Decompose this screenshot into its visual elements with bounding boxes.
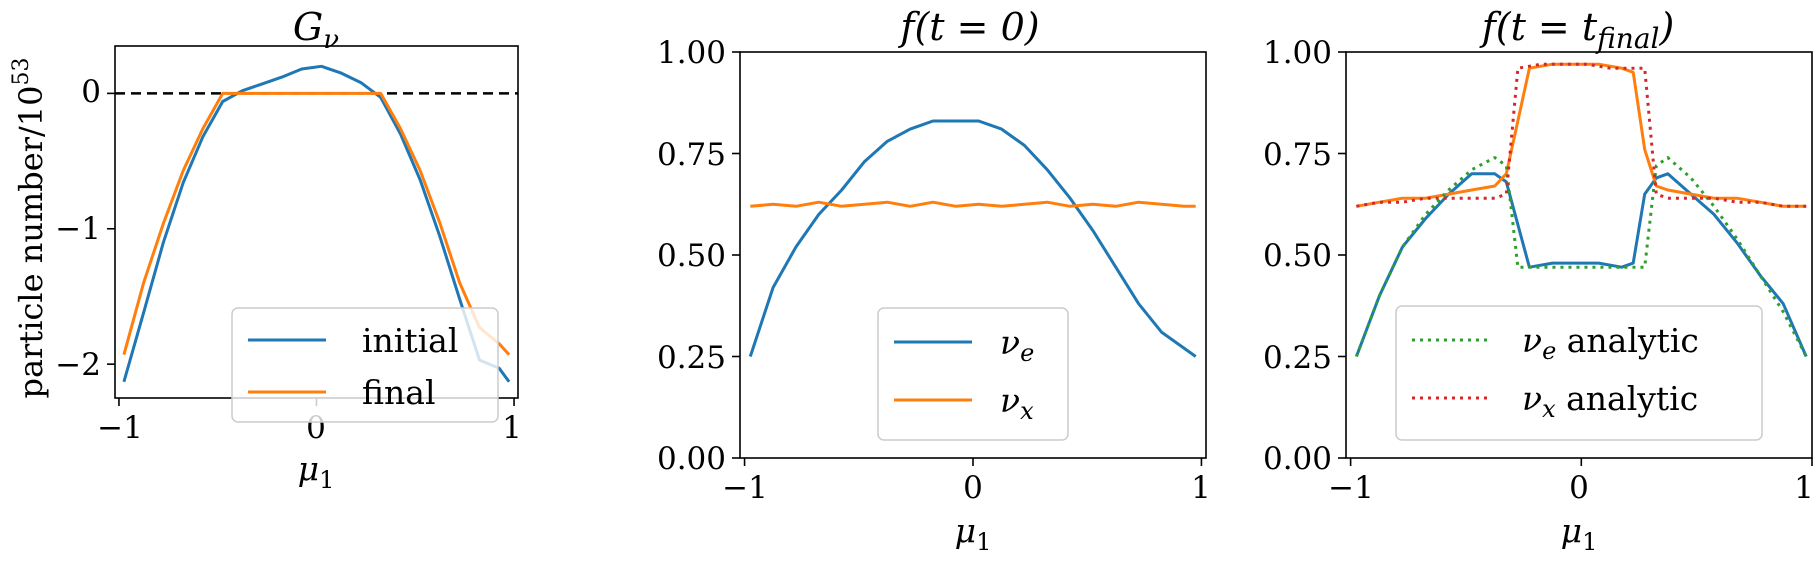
panel-1-legend: initial final xyxy=(231,307,499,423)
panel-f-t0: f(t = 0) −1 0 1 1.00 0.75 0.50 0.25 0.00… xyxy=(657,5,1211,556)
p1-xtick-2: 1 xyxy=(502,410,522,446)
legend-label-final: final xyxy=(362,373,436,412)
p1-xtick-0: −1 xyxy=(97,410,143,446)
p2-ytick-2: 0.50 xyxy=(657,238,726,274)
panel-3-title: f(t = tfinal) xyxy=(1479,5,1675,55)
p3-ytick-2: 0.50 xyxy=(1263,238,1332,274)
p3-series-1-line xyxy=(1356,62,1807,208)
p1-series-0-line xyxy=(122,64,511,383)
p2-ytick-4: 1.00 xyxy=(657,35,726,71)
panel-3-legend: νe analytic νx analytic xyxy=(1395,305,1763,441)
p2-ytick-0: 0.00 xyxy=(657,441,726,477)
legend-label-nu-x-analytic: νx analytic xyxy=(1522,379,1698,423)
panel-2-title: f(t = 0) xyxy=(897,5,1039,49)
panel-3-frame xyxy=(1345,51,1813,459)
p3-series-2-line xyxy=(1354,156,1808,358)
p1-ytick-0: 0 xyxy=(81,74,101,110)
p2-xtick-1: 0 xyxy=(963,470,983,506)
panel-1-xlabel: μ1 xyxy=(298,449,335,494)
panel-2-frame xyxy=(739,51,1207,459)
panel-2-plot-area xyxy=(732,51,1203,466)
panel-1-plot-area xyxy=(107,64,518,406)
panel-2-xlabel: μ1 xyxy=(955,511,992,556)
p1-series-1-line xyxy=(122,91,511,356)
panel-2-legend: νe νx xyxy=(877,307,1069,441)
panel-3-xlabel: μ1 xyxy=(1561,511,1598,556)
legend-box xyxy=(1395,305,1763,441)
p3-ytick-0: 0.00 xyxy=(1263,441,1332,477)
p3-xtick-2: 1 xyxy=(1794,470,1814,506)
p3-xtick-0: −1 xyxy=(1328,470,1374,506)
p3-ytick-1: 0.25 xyxy=(1263,340,1332,376)
panel-3-plot-area xyxy=(1338,51,1813,466)
p3-series-0-line xyxy=(1354,172,1808,358)
p3-xtick-1: 0 xyxy=(1569,470,1589,506)
panel-g-nu: Gν particle number/1053 −1 0 1 0 −1 −2 μ… xyxy=(9,5,522,494)
p1-ytick-1: −1 xyxy=(55,211,101,247)
p2-xtick-0: −1 xyxy=(722,470,768,506)
p2-xtick-2: 1 xyxy=(1191,470,1211,506)
panel-f-tfinal: f(t = tfinal) −1 0 1 1.00 0.75 0.50 0.25… xyxy=(1263,5,1814,556)
legend-label-nu-e: νe xyxy=(1000,323,1034,367)
legend-label-nu-x: νx xyxy=(1000,381,1034,425)
p3-series-3-line xyxy=(1356,62,1807,208)
legend-box xyxy=(877,307,1069,441)
p2-series-0-line xyxy=(748,119,1197,358)
panel-1-title: Gν xyxy=(293,5,339,55)
p3-ytick-4: 1.00 xyxy=(1263,35,1332,71)
p3-ytick-3: 0.75 xyxy=(1263,137,1332,173)
p2-ytick-3: 0.75 xyxy=(657,137,726,173)
panel-1-ylabel: particle number/1053 xyxy=(9,58,50,399)
p2-ytick-1: 0.25 xyxy=(657,340,726,376)
p1-ytick-2: −2 xyxy=(55,347,101,383)
legend-label-initial: initial xyxy=(362,321,458,360)
p2-series-1-line xyxy=(750,200,1196,208)
legend-label-nu-e-analytic: νe analytic xyxy=(1522,321,1699,365)
